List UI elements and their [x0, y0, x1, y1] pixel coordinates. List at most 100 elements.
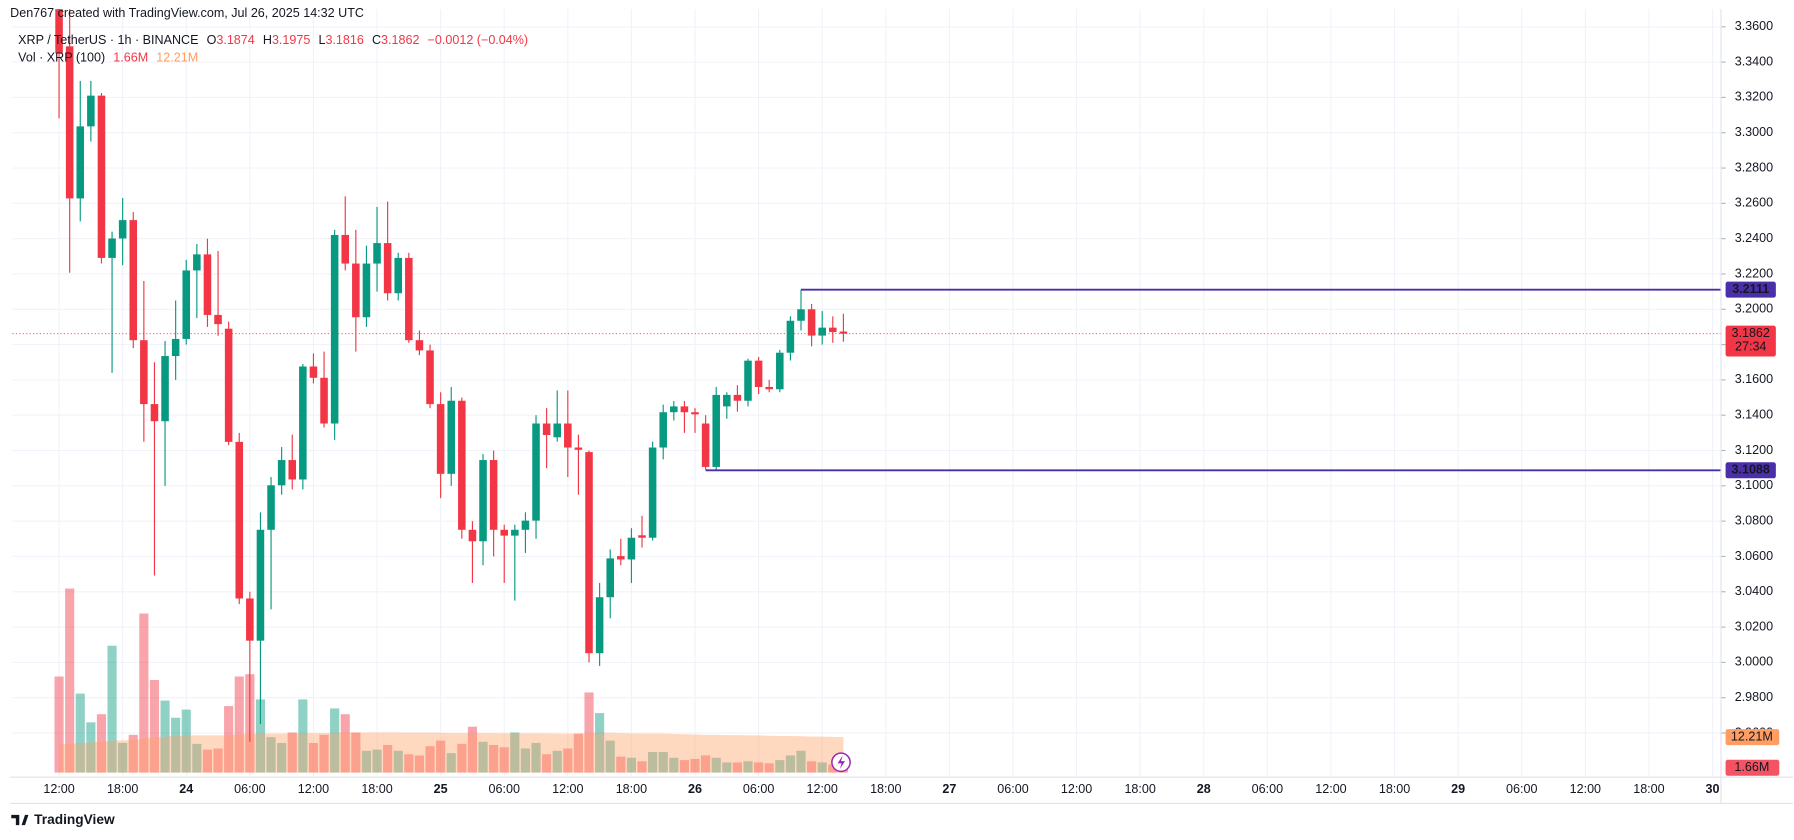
volume-bar	[383, 744, 393, 773]
y-tick-label: 3.1400	[1735, 408, 1773, 422]
x-tick-label: 06:00	[1506, 782, 1537, 796]
volume-bar	[785, 755, 795, 773]
level-label-bg	[1725, 281, 1776, 298]
candle-body	[511, 529, 519, 536]
candle-body	[118, 220, 127, 239]
volume-bar	[118, 742, 128, 773]
level-label-bg	[1725, 462, 1776, 479]
x-tick-label: 06:00	[234, 782, 265, 796]
volume-ma-area	[59, 732, 844, 773]
volume-bar	[669, 757, 679, 773]
volume-bar	[552, 750, 562, 773]
legend-o: O	[207, 33, 217, 47]
alert-bolt[interactable]	[837, 755, 845, 770]
x-tick-label: 30	[1706, 782, 1720, 796]
candle-body	[458, 400, 466, 530]
x-tick-label: 24	[179, 782, 193, 796]
candle-body	[447, 400, 456, 474]
candle-body	[352, 263, 360, 318]
x-tick-label: 28	[1197, 782, 1211, 796]
legend-line: XRP / TetherUS · 1h · BINANCE O3.1874 H3…	[18, 33, 528, 47]
volume-bar	[393, 750, 403, 773]
volume-bar	[414, 755, 425, 773]
y-tick-label: 3.3400	[1735, 54, 1773, 68]
y-tick-label: 3.2600	[1735, 196, 1773, 210]
volume-bar	[107, 645, 117, 773]
legend-high: 3.1975	[272, 33, 310, 47]
header-credit: Den767 created with TradingView.com, Jul…	[10, 6, 364, 20]
candle-body	[415, 340, 424, 351]
level-label: 3.1088	[1731, 463, 1769, 477]
candle-body	[299, 366, 307, 480]
legend-h: H	[263, 33, 272, 47]
legend-l: L	[318, 33, 325, 47]
x-tick-label: 18:00	[870, 782, 901, 796]
candle-body	[733, 394, 742, 401]
candle-body	[638, 535, 646, 538]
volume-bar	[287, 732, 297, 773]
y-tick-label: 3.3600	[1735, 19, 1773, 33]
volume-bar	[690, 758, 700, 773]
candle-body	[246, 598, 254, 641]
alert-button[interactable]	[831, 752, 851, 773]
volume-bar	[213, 748, 223, 773]
y-tick-label: 3.1000	[1735, 478, 1773, 492]
candle-body	[405, 257, 413, 341]
candle-body	[277, 460, 286, 486]
footer-text: TradingView	[34, 812, 115, 827]
candle-body	[140, 340, 148, 405]
volume-bar	[573, 733, 583, 773]
volume-label: 1.66M	[1734, 760, 1769, 774]
candle-body	[532, 423, 540, 521]
volume-bar	[86, 722, 96, 773]
volume-bar	[202, 749, 213, 773]
x-tick-label: 06:00	[997, 782, 1028, 796]
candle-body	[108, 238, 116, 258]
volume-bar	[679, 760, 689, 773]
volume-bar	[605, 740, 615, 773]
candle-body	[426, 350, 434, 405]
candle-body	[171, 338, 180, 357]
candle-body	[182, 270, 191, 339]
volume-bar	[722, 762, 732, 773]
volume-bar	[54, 676, 64, 773]
volume-bar	[224, 706, 234, 773]
candle-body	[500, 529, 508, 536]
volume-bar	[626, 757, 636, 773]
volume-bar	[181, 709, 191, 773]
legend-change: −0.0012 (−0.04%)	[428, 33, 529, 47]
candle-body	[670, 406, 678, 413]
volume-bar	[75, 693, 85, 773]
legend-low: 3.1816	[325, 33, 363, 47]
volume-bar	[457, 743, 467, 773]
y-tick-label: 3.2000	[1735, 302, 1773, 316]
x-tick-label: 12:00	[806, 782, 837, 796]
y-tick-label: 3.0400	[1735, 584, 1773, 598]
volume-bar	[96, 714, 107, 773]
candle-body	[723, 394, 731, 407]
legend-c: C	[372, 33, 381, 47]
candle-body	[829, 327, 837, 333]
volume-bar	[648, 751, 658, 773]
candle-body	[807, 309, 816, 336]
candle-body	[97, 95, 106, 258]
x-tick-label: 06:00	[489, 782, 520, 796]
volume-bar	[531, 742, 541, 773]
volume-bar	[542, 754, 552, 773]
x-tick-label: 12:00	[43, 782, 74, 796]
volume-bar	[436, 740, 446, 773]
candle-body	[521, 520, 530, 530]
grid	[12, 9, 1721, 778]
volume-bar	[732, 762, 742, 773]
x-tick-label: 06:00	[1252, 782, 1283, 796]
candle-body	[627, 537, 636, 560]
volume-ma-label: 12.21M	[1731, 729, 1773, 743]
legend-volume-ma: 12.21M	[156, 51, 198, 65]
candle-body	[839, 331, 848, 334]
overlay: 2.96002.98003.00003.02003.04003.06003.08…	[12, 19, 1780, 776]
y-tick-label: 3.2200	[1735, 266, 1773, 280]
volume-bar	[796, 750, 806, 773]
volume-bar	[234, 676, 244, 773]
